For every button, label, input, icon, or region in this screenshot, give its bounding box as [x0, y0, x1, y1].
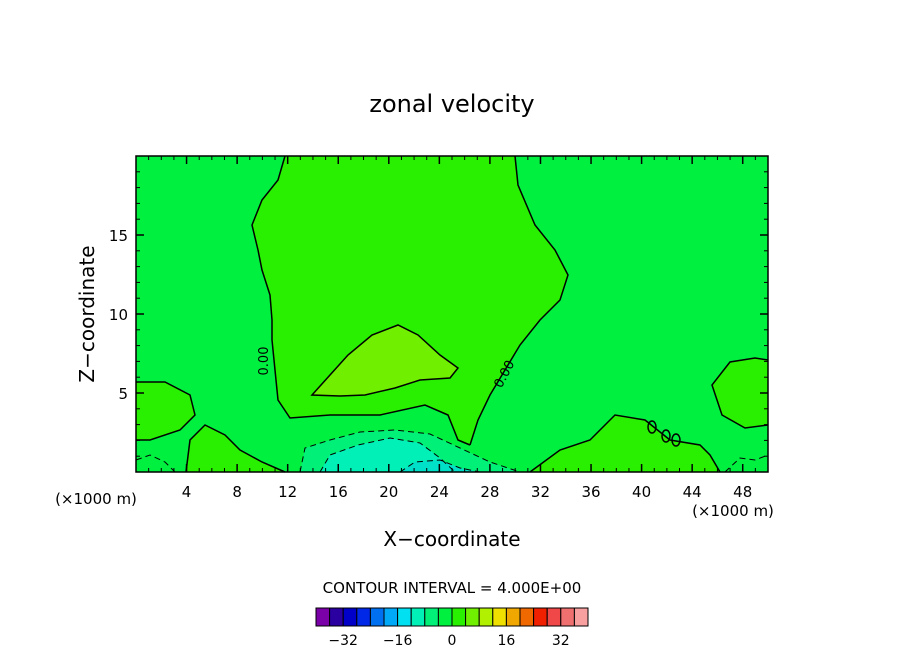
y-axis-label: Z−coordinate — [75, 245, 99, 382]
colorbar-tick-label: 16 — [497, 633, 515, 649]
y-tick-label: 10 — [109, 306, 128, 324]
x-tick-label: 32 — [531, 483, 550, 501]
colorbar-swatch — [329, 607, 344, 627]
x-axis: 4 8 12 16 20 24 28 32 36 40 44 48 — [148, 156, 756, 501]
right-contour — [711, 357, 769, 429]
x-axis-label: X−coordinate — [383, 527, 520, 551]
dashed-contours — [135, 429, 769, 473]
colorbar-tick-label: 0 — [448, 633, 457, 649]
zero-contour-left — [251, 155, 471, 446]
small-loop-2 — [661, 429, 671, 443]
min-core-contour — [399, 459, 481, 473]
positive-region-upper — [252, 156, 568, 445]
colorbar-tick-label: 32 — [552, 633, 570, 649]
positive-region-left — [136, 382, 195, 440]
colorbar-swatch — [356, 607, 371, 627]
colorbar-swatch — [437, 607, 453, 627]
x-tick-label: 40 — [632, 483, 651, 501]
max-contour — [310, 324, 460, 397]
max-region — [312, 325, 458, 396]
colorbar-swatch — [383, 607, 399, 627]
positive-regions — [136, 156, 768, 472]
colorbar-swatch — [478, 607, 494, 627]
colorbar-swatch — [342, 607, 358, 627]
x-tick-label: 12 — [278, 483, 297, 501]
small-loop-1 — [647, 420, 657, 434]
positive-region-right — [712, 358, 768, 428]
y-tick-label: 5 — [118, 385, 128, 403]
colorbar-swatch — [546, 607, 562, 627]
contour-interval-text: CONTOUR INTERVAL = 4.000E+00 — [323, 579, 582, 597]
chart-title: zonal velocity — [369, 90, 534, 118]
x-tick-label: 20 — [379, 483, 398, 501]
y-axis: 5 10 15 — [109, 171, 768, 457]
right-lower-contour — [529, 414, 721, 473]
colorbar-swatch — [573, 607, 589, 627]
colorbar-swatch — [505, 607, 521, 627]
zero-contour-label-left: 0.00 — [257, 347, 272, 376]
x-tick-label: 44 — [683, 483, 702, 501]
colorbar-swatch — [451, 607, 467, 627]
x-tick-label: 24 — [430, 483, 449, 501]
min-contour — [319, 437, 456, 473]
small-loop-3 — [671, 433, 681, 447]
x-tick-label: 16 — [329, 483, 348, 501]
colorbar-swatch — [424, 607, 439, 627]
colorbar-swatch — [465, 607, 480, 627]
colorbar-tick-label: −16 — [383, 633, 413, 649]
zero-contour-right — [469, 155, 569, 446]
colorbar-tick-label: −32 — [328, 633, 358, 649]
positive-region-left-bottom — [186, 425, 285, 472]
x-tick-label: 8 — [232, 483, 242, 501]
colorbar-swatch — [560, 607, 575, 627]
colorbar-swatch — [533, 607, 548, 627]
colorbar-swatch — [410, 607, 426, 627]
x-unit-right: (×1000 m) — [692, 502, 774, 520]
solid-contours — [136, 155, 769, 473]
right-dashed-contour — [724, 454, 769, 473]
left-bottom-contour — [185, 424, 286, 473]
positive-region-right-lower — [530, 415, 720, 472]
negative-contour — [299, 429, 521, 473]
x-tick-label: 28 — [480, 483, 499, 501]
colorbar: −32 −16 0 16 32 — [315, 607, 589, 649]
x-tick-label: 4 — [182, 483, 192, 501]
x-tick-label: 36 — [581, 483, 600, 501]
left-dashed-contour — [135, 454, 176, 473]
colorbar-swatch — [369, 607, 385, 627]
y-tick-label: 15 — [109, 227, 128, 245]
colorbar-swatch — [492, 607, 507, 627]
left-contour — [136, 381, 196, 441]
colorbar-swatch — [315, 607, 331, 627]
x-tick-label: 48 — [733, 483, 752, 501]
colorbar-swatch — [519, 607, 535, 627]
colorbar-swatch — [397, 607, 412, 627]
x-unit-left: (×1000 m) — [55, 490, 137, 508]
plot-area: 0.00 0.00 — [135, 155, 769, 473]
